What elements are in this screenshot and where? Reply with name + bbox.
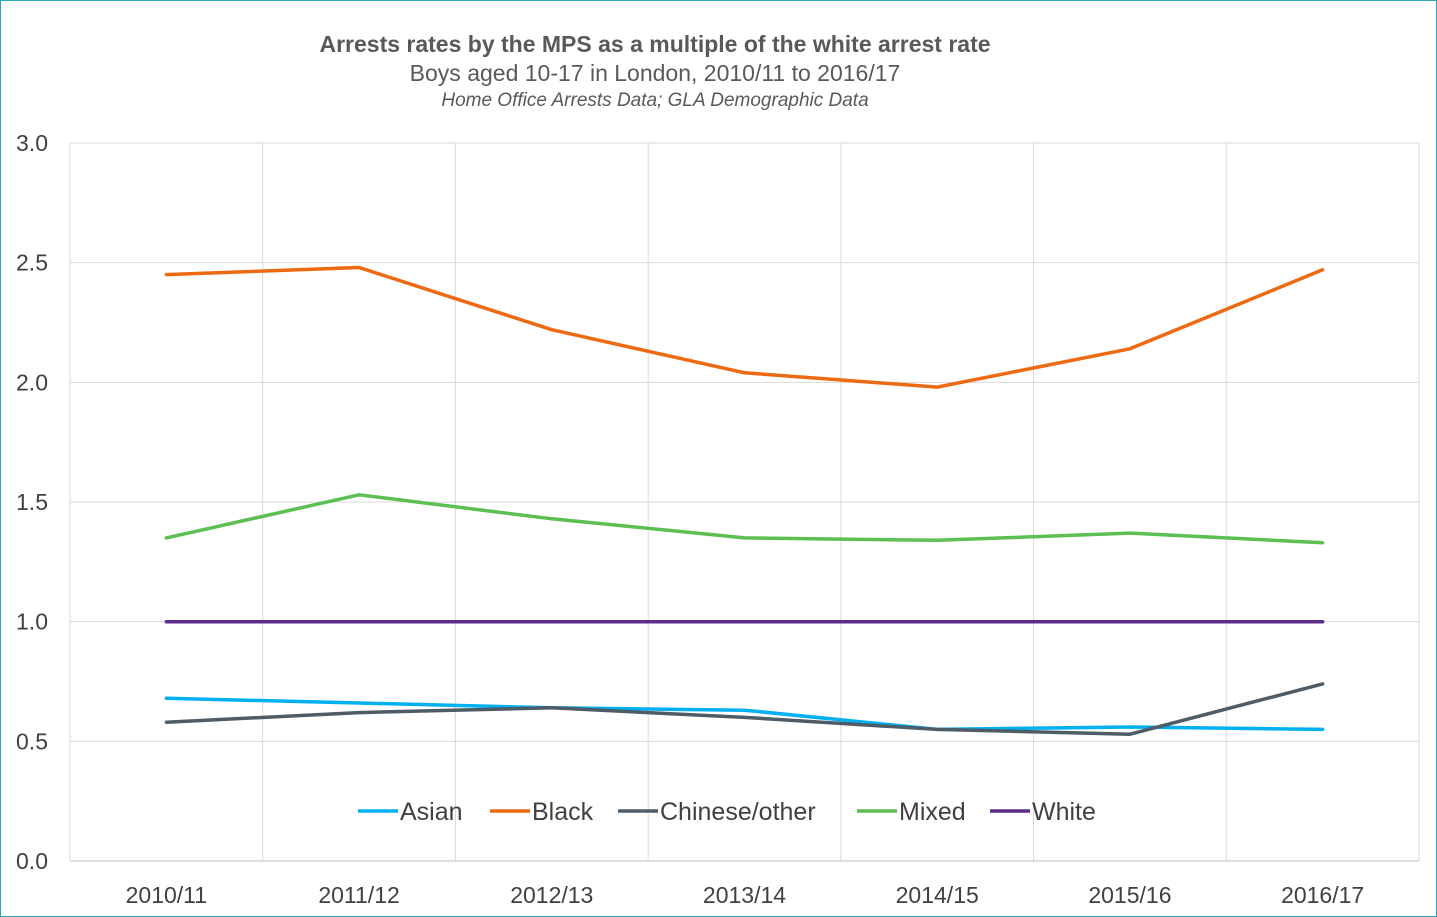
y-tick-label: 1.5: [16, 489, 48, 515]
legend: Asian Black Chinese/other Mixed White: [358, 798, 1096, 826]
series-line-chinese-other: [164, 682, 1325, 736]
title-block: Arrests rates by the MPS as a multiple o…: [0, 30, 1310, 114]
x-tick-label: 2013/14: [703, 882, 786, 908]
legend-label-asian: Asian: [400, 798, 463, 826]
legend-label-white: White: [1032, 798, 1096, 826]
grid-layer: [69, 142, 1420, 862]
y-tick-label: 3.0: [16, 130, 48, 156]
x-tick-label: 2015/16: [1088, 882, 1171, 908]
chart-source: Home Office Arrests Data; GLA Demographi…: [441, 90, 869, 111]
x-tick-label: 2010/11: [126, 882, 207, 908]
series-layer: [164, 265, 1325, 736]
series-line-mixed: [164, 493, 1325, 545]
legend-label-chinese-other: Chinese/other: [660, 798, 816, 826]
y-tick-label: 0.5: [16, 728, 48, 754]
legend-label-mixed: Mixed: [899, 798, 966, 826]
y-tick-label: 2.0: [16, 369, 48, 395]
tick-layer: 0.0 0.5 1.0 1.5 2.0 2.5 3.0 2010/11 2011/12 2012/…: [16, 130, 1364, 908]
y-tick-label: 0.0: [16, 848, 48, 874]
x-tick-label: 2016/17: [1281, 882, 1364, 908]
x-tick-label: 2012/13: [510, 882, 593, 908]
series-line-asian: [164, 696, 1325, 732]
series-line-black: [164, 265, 1325, 389]
x-tick-label: 2014/15: [896, 882, 979, 908]
legend-label-black: Black: [532, 798, 594, 826]
chart-subtitle: Boys aged 10-17 in London, 2010/11 to 20…: [409, 60, 901, 86]
x-tick-label: 2011/12: [318, 882, 399, 908]
y-tick-label: 1.0: [16, 609, 48, 635]
chart-title: Arrests rates by the MPS as a multiple o…: [319, 31, 991, 57]
y-tick-label: 2.5: [16, 250, 48, 276]
